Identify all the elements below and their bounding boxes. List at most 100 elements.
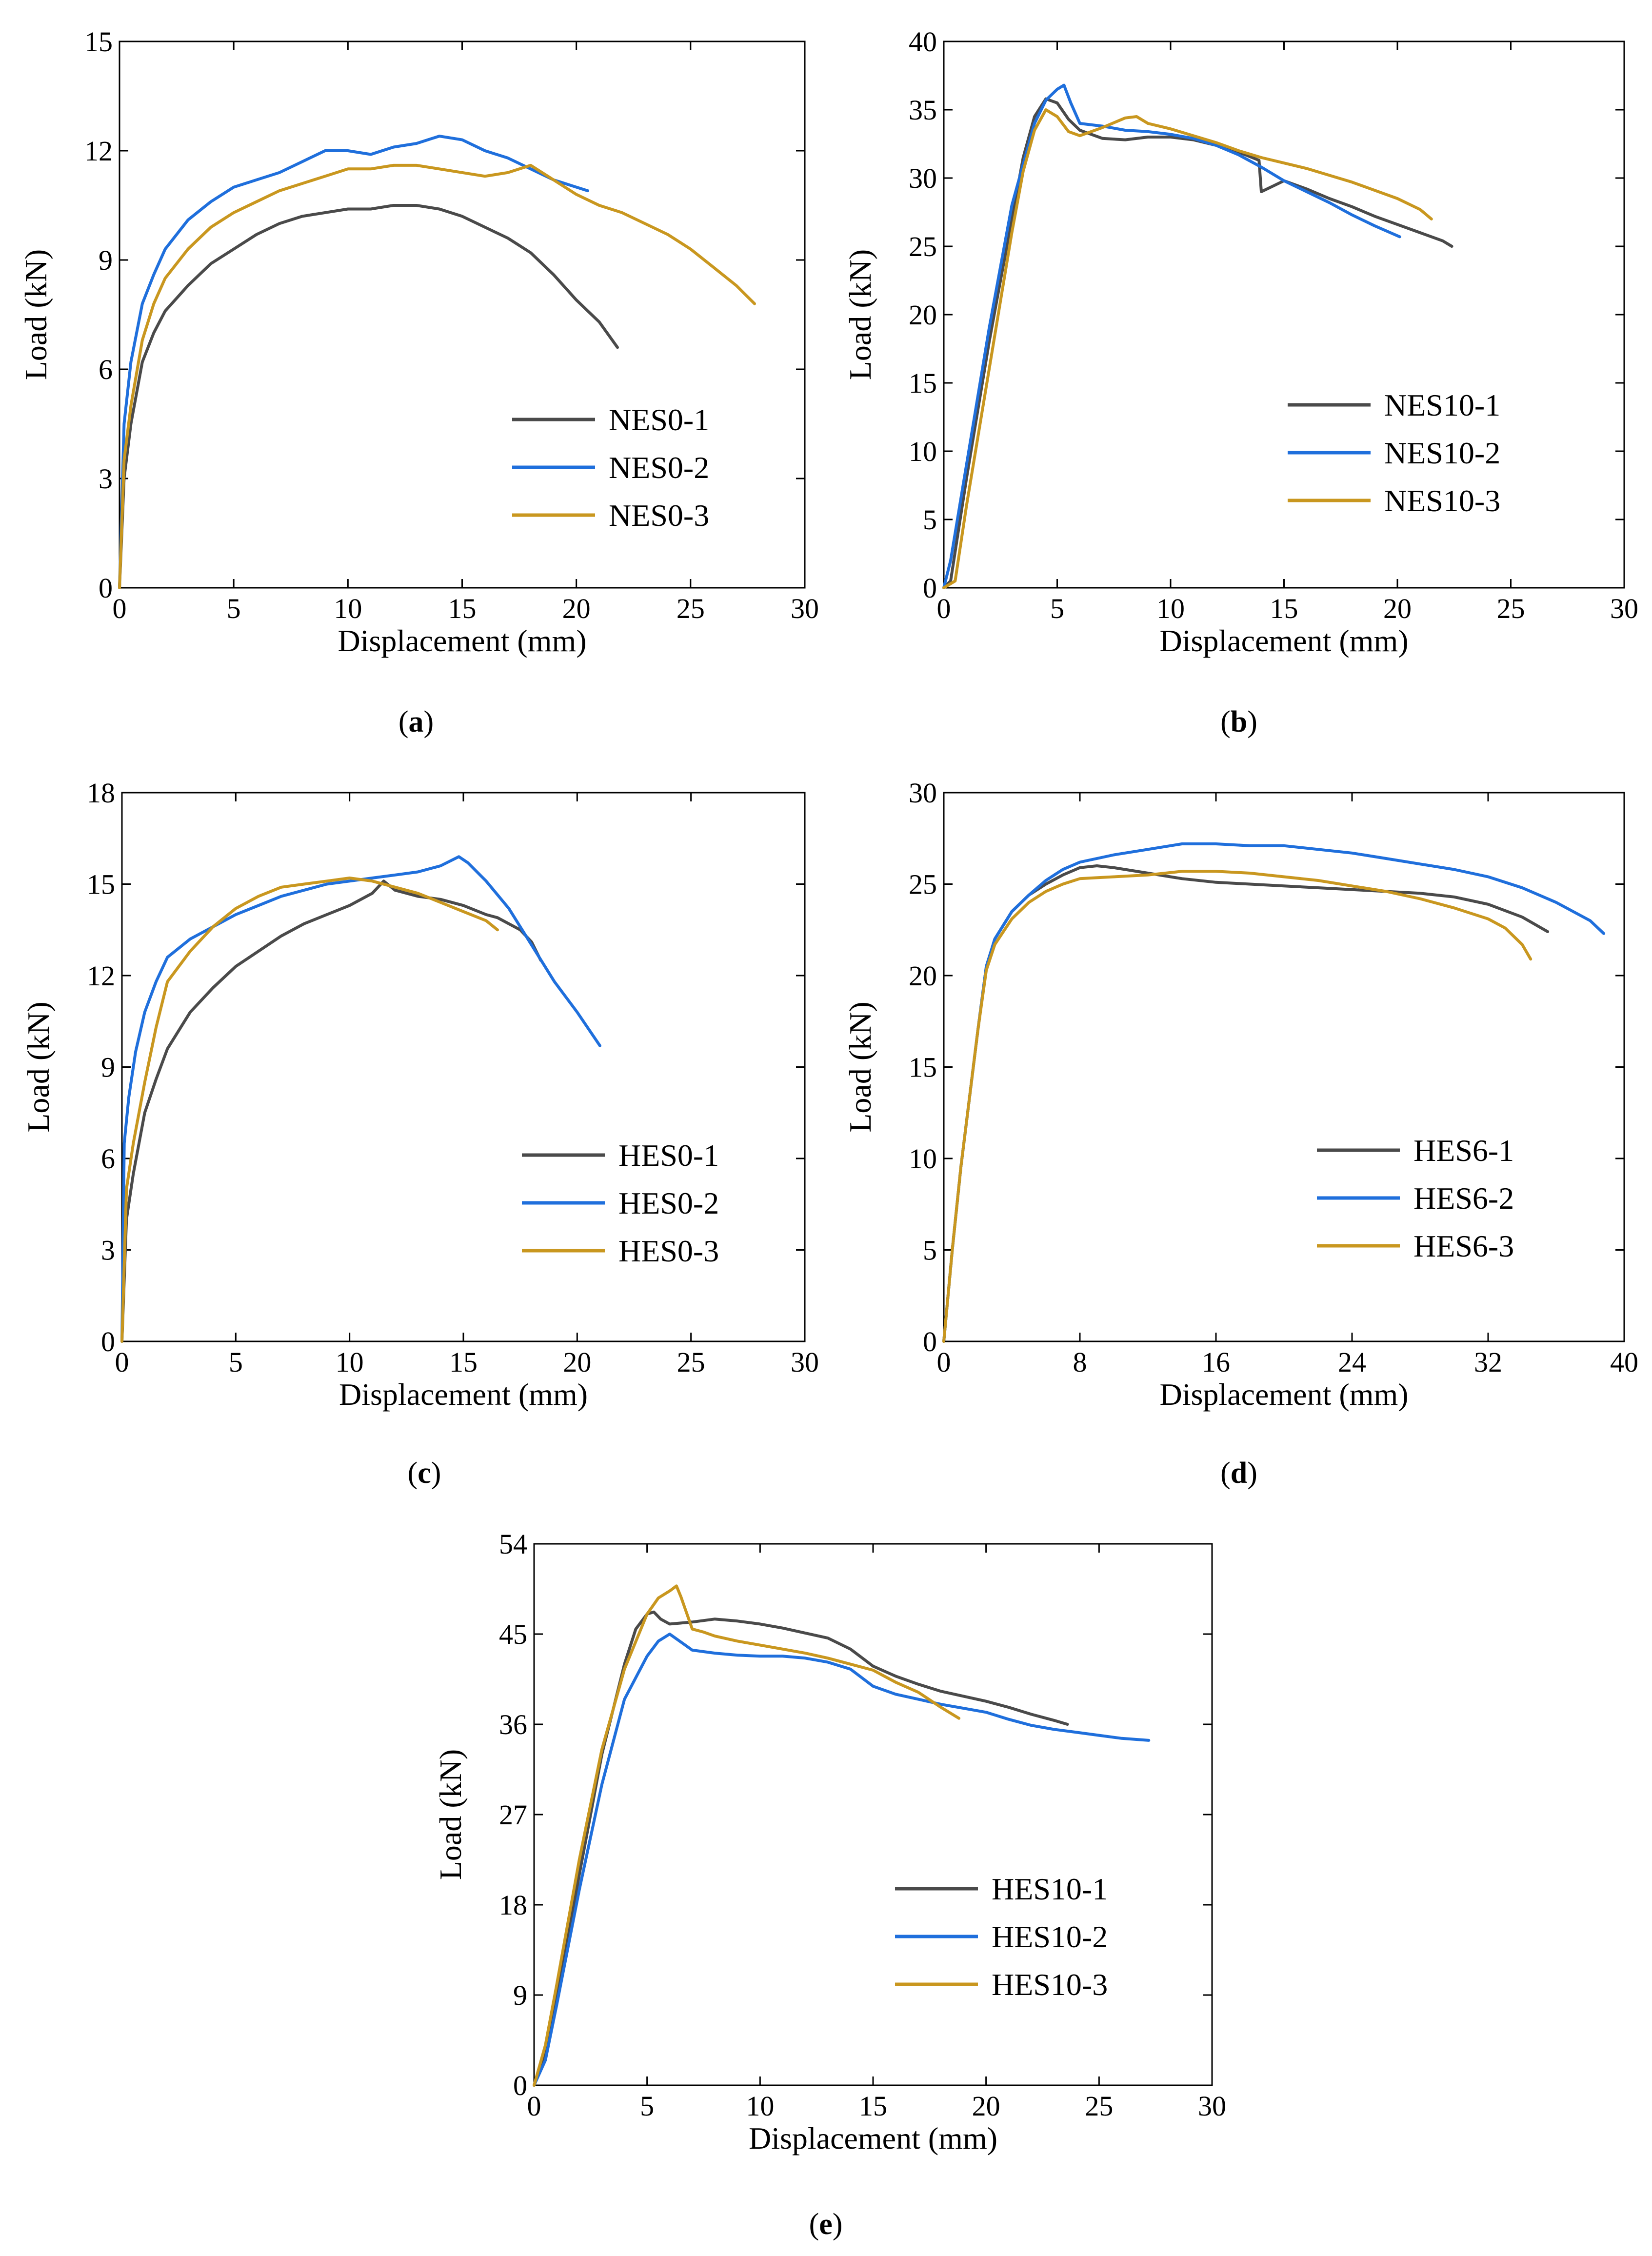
legend: NES10-1 NES10-2 NES10-3 bbox=[1288, 388, 1500, 518]
y-tick-label: 54 bbox=[499, 1528, 527, 1560]
x-tick-label: 25 bbox=[1085, 2090, 1113, 2122]
x-tick-label: 15 bbox=[449, 1346, 478, 1378]
panel-caption: (b) bbox=[1220, 705, 1257, 739]
y-tick-label: 12 bbox=[84, 135, 113, 167]
y-axis-title: Load (kN) bbox=[21, 1001, 56, 1132]
legend-label: HES6-3 bbox=[1413, 1229, 1514, 1263]
y-axis-title: Load (kN) bbox=[433, 1749, 468, 1880]
plot-frame bbox=[943, 792, 1625, 1342]
y-tick-label: 20 bbox=[909, 299, 937, 331]
x-axis-title: Displacement (mm) bbox=[749, 2121, 997, 2156]
y-tick-label: 6 bbox=[99, 354, 113, 385]
x-tick-label: 5 bbox=[640, 2090, 654, 2122]
x-tick-label: 25 bbox=[677, 593, 705, 624]
legend-label: HES10-3 bbox=[992, 1967, 1108, 2002]
series-line-hes6-1 bbox=[942, 864, 1550, 1343]
y-tick-label: 3 bbox=[99, 463, 113, 495]
legend-label: HES0-2 bbox=[618, 1186, 719, 1220]
y-tick-label: 35 bbox=[909, 94, 937, 126]
y-tick-label: 0 bbox=[923, 572, 937, 604]
y-tick-label: 5 bbox=[923, 504, 937, 536]
y-tick-label: 0 bbox=[99, 572, 113, 604]
panel-caption: (c) bbox=[408, 1457, 441, 1490]
series-line-nes10-3 bbox=[942, 108, 1433, 589]
y-tick-label: 0 bbox=[513, 2070, 527, 2101]
legend-label: NES10-1 bbox=[1384, 388, 1500, 422]
series-line-hes0-2 bbox=[120, 855, 601, 1343]
x-tick-label: 5 bbox=[229, 1346, 243, 1378]
y-tick-label: 9 bbox=[513, 1979, 527, 2011]
x-tick-label: 8 bbox=[1073, 1346, 1087, 1378]
series-line-hes6-2 bbox=[942, 842, 1606, 1343]
x-axis-title: Displacement (mm) bbox=[338, 623, 586, 658]
legend-label: NES0-2 bbox=[609, 450, 709, 485]
y-tick-label: 5 bbox=[923, 1235, 937, 1266]
x-tick-label: 0 bbox=[113, 593, 127, 624]
y-tick-label: 15 bbox=[909, 1052, 937, 1083]
x-tick-label: 0 bbox=[937, 593, 951, 624]
y-tick-label: 0 bbox=[923, 1326, 937, 1358]
y-tick-label: 6 bbox=[101, 1143, 115, 1175]
x-axis-title: Displacement (mm) bbox=[1159, 1377, 1408, 1412]
x-tick-label: 24 bbox=[1338, 1346, 1366, 1378]
x-tick-label: 32 bbox=[1474, 1346, 1502, 1378]
legend-label: HES10-2 bbox=[992, 1919, 1108, 1954]
series-line-nes0-2 bbox=[118, 135, 590, 589]
series-line-hes6-3 bbox=[942, 870, 1533, 1343]
x-tick-label: 30 bbox=[1610, 593, 1638, 624]
legend: HES10-1 HES10-2 HES10-3 bbox=[895, 1872, 1108, 2002]
x-tick-label: 10 bbox=[334, 593, 362, 624]
y-tick-label: 0 bbox=[101, 1326, 115, 1358]
x-tick-label: 30 bbox=[791, 593, 819, 624]
plot-frame bbox=[533, 1543, 1213, 2086]
x-tick-label: 20 bbox=[1383, 593, 1412, 624]
series-line-hes10-2 bbox=[533, 1633, 1151, 2087]
y-tick-label: 15 bbox=[84, 26, 113, 58]
series-line-nes0-3 bbox=[118, 163, 756, 589]
legend-label: HES6-2 bbox=[1413, 1181, 1514, 1216]
y-tick-label: 3 bbox=[101, 1235, 115, 1266]
y-tick-label: 27 bbox=[499, 1799, 527, 1831]
plot-frame bbox=[943, 40, 1625, 589]
series-line-hes0-3 bbox=[120, 877, 499, 1343]
chart-d: 0 8 16 24 32 40 0 5 10 15 20 25 30 Displacement (mm) L… bbox=[843, 777, 1638, 1490]
x-tick-label: 5 bbox=[227, 593, 241, 624]
x-tick-label: 10 bbox=[1156, 593, 1185, 624]
y-tick-label: 9 bbox=[101, 1052, 115, 1083]
panel-caption: (d) bbox=[1220, 1457, 1257, 1490]
series-line-hes10-3 bbox=[533, 1584, 961, 2087]
y-tick-label: 40 bbox=[909, 26, 937, 58]
y-tick-label: 10 bbox=[909, 1143, 937, 1175]
legend-label: HES0-1 bbox=[618, 1138, 719, 1173]
y-tick-label: 30 bbox=[909, 777, 937, 809]
x-tick-label: 15 bbox=[859, 2090, 887, 2122]
series-line-hes10-1 bbox=[533, 1610, 1069, 2087]
y-tick-label: 10 bbox=[909, 436, 937, 467]
legend-label: HES6-1 bbox=[1413, 1133, 1514, 1168]
x-tick-label: 5 bbox=[1050, 593, 1064, 624]
y-axis-title: Load (kN) bbox=[843, 249, 877, 380]
y-axis-title: Load (kN) bbox=[843, 1001, 877, 1132]
x-tick-label: 15 bbox=[1270, 593, 1298, 624]
x-tick-label: 15 bbox=[448, 593, 477, 624]
x-tick-label: 0 bbox=[937, 1346, 951, 1378]
y-tick-label: 9 bbox=[99, 244, 113, 276]
y-tick-label: 20 bbox=[909, 960, 937, 992]
y-tick-label: 18 bbox=[499, 1889, 527, 1921]
x-tick-label: 20 bbox=[562, 593, 591, 624]
x-tick-label: 0 bbox=[115, 1346, 129, 1378]
panel-caption: (a) bbox=[398, 705, 434, 739]
x-tick-label: 40 bbox=[1610, 1346, 1638, 1378]
legend-label: HES0-3 bbox=[618, 1234, 719, 1268]
y-tick-label: 45 bbox=[499, 1618, 527, 1650]
legend-label: NES0-3 bbox=[609, 498, 709, 533]
series-line-hes0-1 bbox=[120, 879, 542, 1343]
chart-c: 0 5 10 15 20 25 30 0 3 6 9 12 15 18 Displacement (mm) L… bbox=[21, 777, 819, 1490]
x-tick-label: 30 bbox=[1198, 2090, 1226, 2122]
y-tick-label: 12 bbox=[87, 960, 115, 992]
x-tick-label: 16 bbox=[1202, 1346, 1230, 1378]
y-tick-label: 25 bbox=[909, 231, 937, 262]
y-tick-label: 30 bbox=[909, 162, 937, 194]
